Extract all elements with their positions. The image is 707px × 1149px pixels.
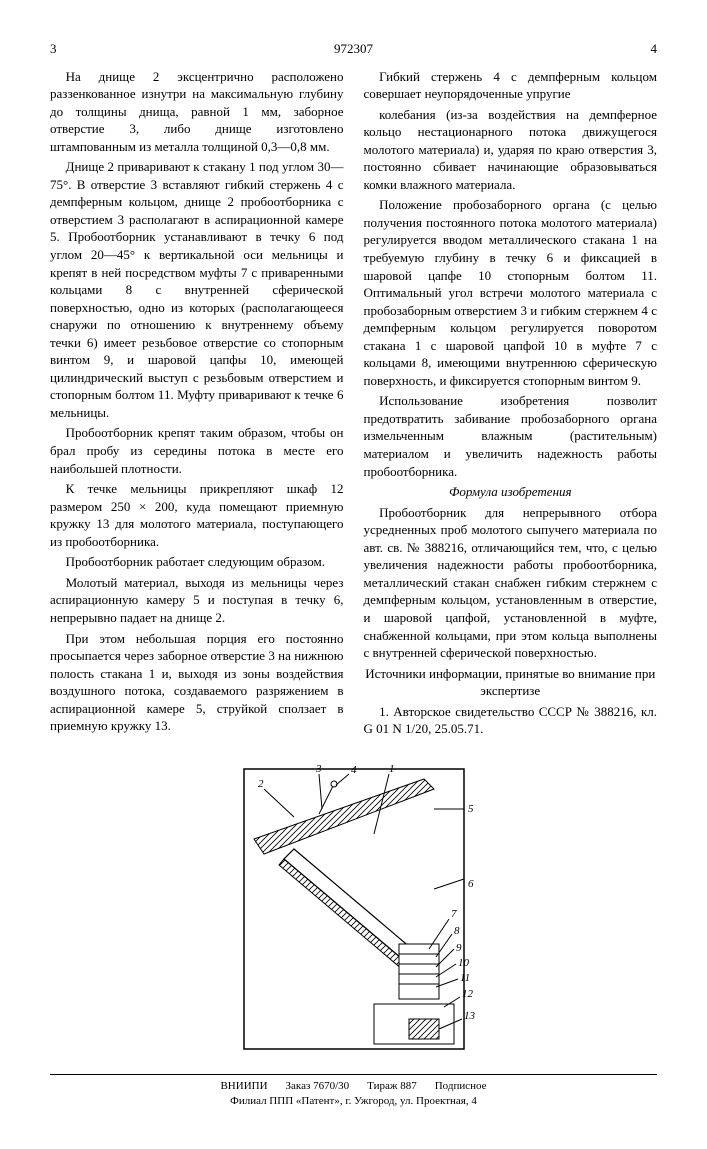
footer-tirazh: Тираж 887 (367, 1079, 417, 1094)
formula-text: Пробоотборник для непрерывного отбора ус… (364, 504, 658, 662)
para: При этом небольшая порция его постоянно … (50, 630, 344, 735)
footer-filial: Филиал ППП «Патент», г. Ужгород, ул. Про… (50, 1094, 657, 1109)
formula-title: Формула изобретения (364, 483, 658, 501)
para: К течке мельницы прикрепляют шкаф 12 раз… (50, 480, 344, 550)
para: Пробоотборник крепят таким образом, чтоб… (50, 424, 344, 477)
svg-text:1: 1 (389, 763, 395, 775)
svg-text:12: 12 (462, 988, 474, 1000)
svg-text:5: 5 (468, 803, 474, 815)
para: Молотый материал, выходя из мельницы чер… (50, 574, 344, 627)
sources-title: Источники информации, принятые во вниман… (364, 665, 658, 700)
para: колебания (из-за воздействия на демпферн… (364, 106, 658, 194)
para: Пробоотборник работает следующим образом… (50, 553, 344, 571)
svg-text:3: 3 (315, 763, 322, 775)
sources-text: 1. Авторское свидетельство СССР № 388216… (364, 703, 658, 738)
svg-text:2: 2 (258, 778, 264, 790)
patent-number: 972307 (334, 40, 373, 58)
svg-text:11: 11 (460, 972, 470, 984)
figure: 2 3 4 1 5 6 7 8 9 10 11 12 13 (50, 759, 657, 1059)
svg-text:10: 10 (458, 957, 470, 969)
footer-org: ВНИИПИ (220, 1079, 267, 1094)
footer: ВНИИПИ Заказ 7670/30 Тираж 887 Подписное… (50, 1074, 657, 1109)
para: На днище 2 эксцентрично расположено разз… (50, 68, 344, 156)
svg-text:9: 9 (456, 942, 462, 954)
svg-text:6: 6 (468, 878, 474, 890)
text-columns: На днище 2 эксцентрично расположено разз… (50, 68, 657, 740)
svg-text:13: 13 (464, 1010, 476, 1022)
page-num-right: 4 (651, 40, 658, 58)
para: Положение пробозаборного органа (с целью… (364, 196, 658, 389)
svg-text:4: 4 (351, 764, 357, 776)
page-num-left: 3 (50, 40, 57, 58)
svg-text:8: 8 (454, 925, 460, 937)
para: Днище 2 приваривают к стакану 1 под угло… (50, 158, 344, 421)
para: Использование изобретения позволит предо… (364, 392, 658, 480)
footer-sign: Подписное (435, 1079, 487, 1094)
footer-order: Заказ 7670/30 (286, 1079, 350, 1094)
svg-text:7: 7 (451, 908, 457, 920)
para: Гибкий стержень 4 с демпферным кольцом с… (364, 68, 658, 103)
